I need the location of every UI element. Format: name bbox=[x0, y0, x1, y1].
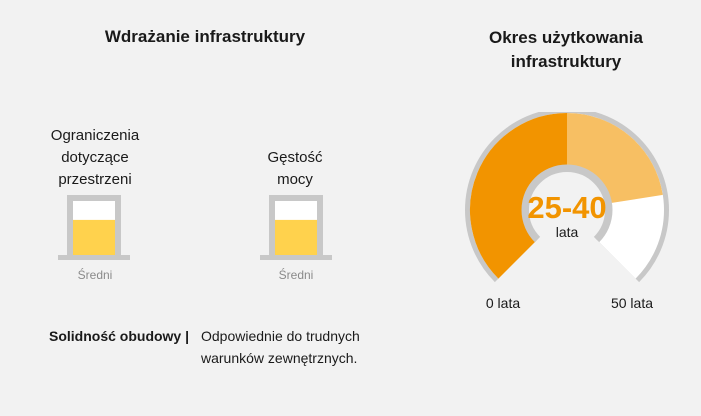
title-line: infrastruktury bbox=[510, 52, 622, 71]
space-constraints-level-icon bbox=[58, 195, 130, 260]
power-density-level: Średni bbox=[278, 268, 314, 282]
lifetime-unit: lata bbox=[555, 224, 579, 240]
space-constraints-level: Średni bbox=[77, 268, 113, 282]
container-base bbox=[58, 255, 130, 260]
lifetime-gauge bbox=[465, 112, 669, 283]
gauge-min-label: 0 lata bbox=[485, 295, 521, 311]
robustness-key: Solidność obudowy | bbox=[49, 328, 190, 344]
label-line: Ograniczenia bbox=[50, 127, 140, 144]
lifetime-value: 25-40 bbox=[527, 190, 607, 225]
container-base bbox=[260, 255, 332, 260]
power-density-level-icon bbox=[260, 195, 332, 260]
label-line: dotyczące bbox=[61, 149, 129, 166]
power-density-label: Gęstość mocy bbox=[220, 147, 370, 191]
gauge-elapsed-segment bbox=[470, 113, 569, 279]
gauge-max-label: 50 lata bbox=[610, 295, 654, 311]
value-line: Odpowiednie do trudnych bbox=[201, 328, 360, 344]
label-line: Gęstość bbox=[267, 149, 323, 166]
gauge-inner-ring bbox=[521, 164, 613, 243]
lifetime-title: Okres użytkowania infrastruktury bbox=[466, 26, 666, 74]
space-constraints-label: Ograniczenia dotyczące przestrzeni bbox=[20, 125, 170, 191]
deployment-title: Wdrażanie infrastruktury bbox=[104, 27, 306, 46]
label-line: przestrzeni bbox=[58, 171, 132, 188]
container-fill bbox=[275, 219, 317, 255]
value-line: warunków zewnętrznych. bbox=[201, 350, 358, 366]
gauge-range-segment bbox=[565, 113, 663, 205]
container-fill bbox=[73, 219, 115, 255]
label-line: mocy bbox=[277, 171, 313, 188]
robustness-value: Odpowiednie do trudnych warunków zewnętr… bbox=[201, 325, 401, 369]
title-line: Okres użytkowania bbox=[488, 28, 643, 47]
